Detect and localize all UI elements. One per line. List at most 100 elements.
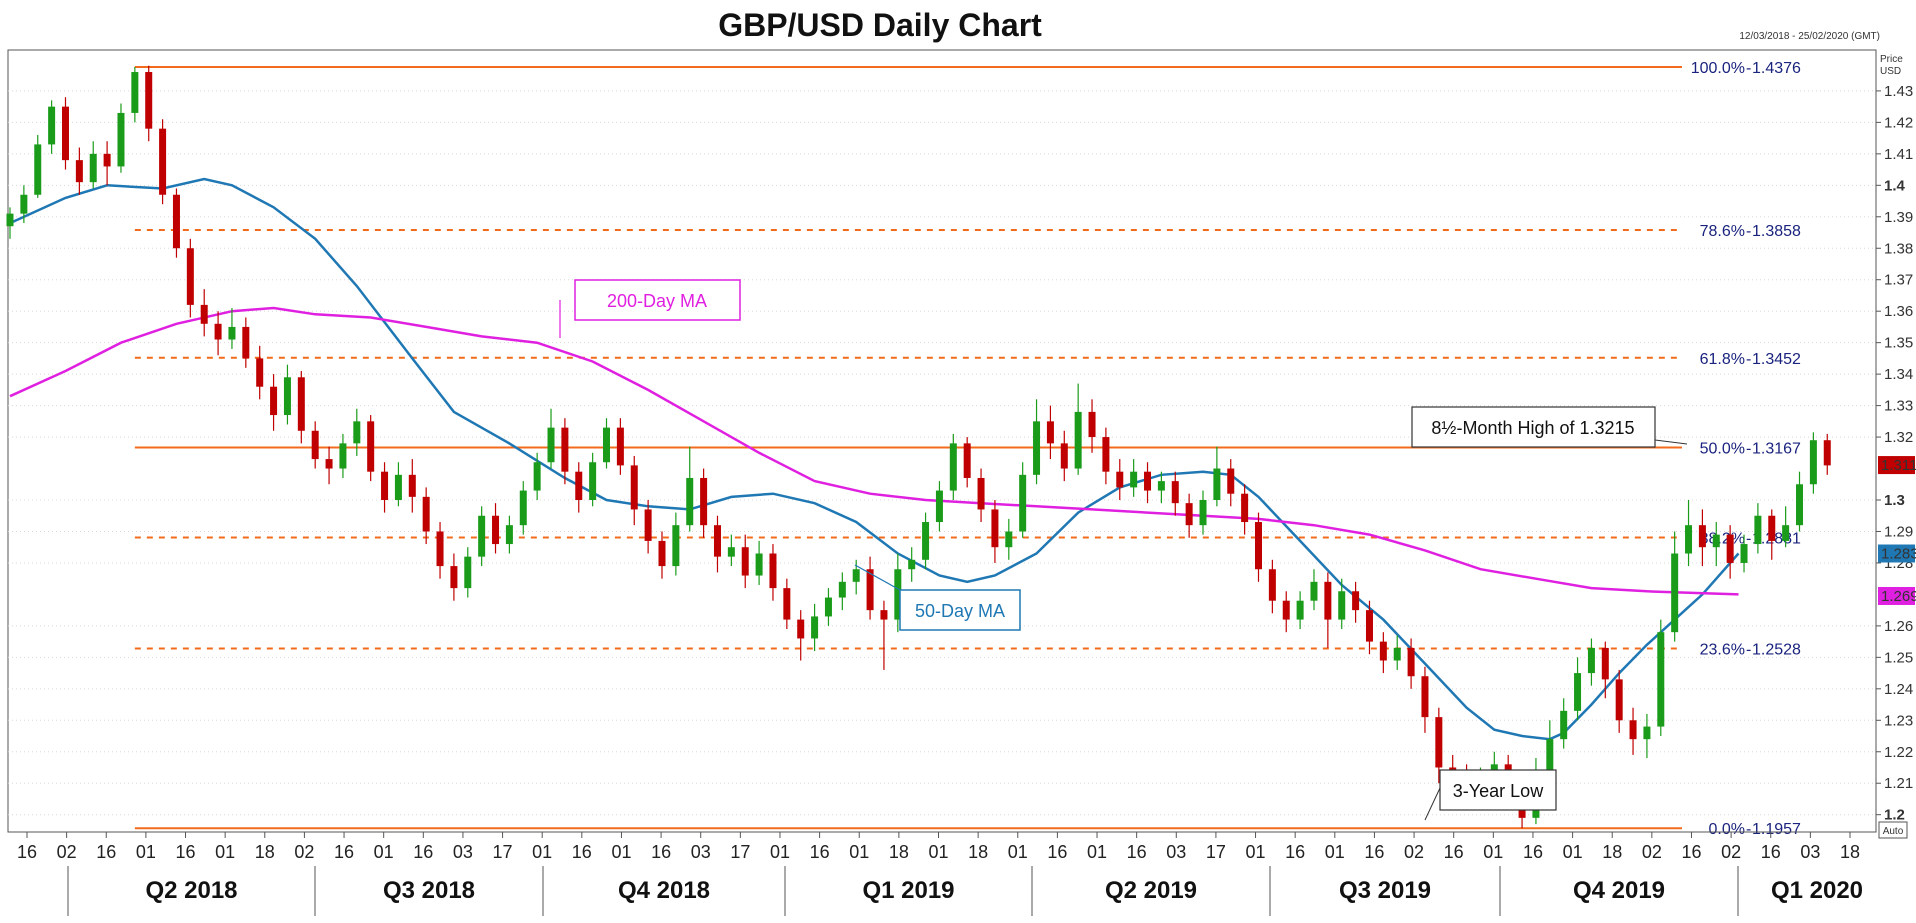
x-tick-label: 01 <box>849 842 869 862</box>
candle-up <box>1338 591 1346 620</box>
candle-up <box>1712 534 1720 548</box>
candle-up <box>34 144 42 195</box>
candle-up <box>852 569 860 582</box>
x-tick-label: 01 <box>1008 842 1028 862</box>
y-tick-label: 1.25 <box>1884 649 1913 666</box>
candle-down <box>145 72 153 129</box>
x-tick-label: 17 <box>730 842 750 862</box>
candle-down <box>75 160 83 183</box>
candle-up <box>894 569 902 620</box>
ma50-line <box>9 177 1740 741</box>
y-tick-label: 1.2 <box>1884 807 1905 824</box>
candle-up <box>935 490 943 523</box>
x-tick-label: 01 <box>611 842 631 862</box>
candle-up <box>1130 471 1138 488</box>
ma50-label: 50-Day MA <box>915 601 1005 621</box>
candle-down <box>977 477 985 510</box>
x-tick-label: 16 <box>1364 842 1384 862</box>
y-tick-label: 1.41 <box>1884 146 1913 163</box>
y-tick-label: 1.35 <box>1884 335 1913 352</box>
quarter-label: Q1 2019 <box>862 877 954 904</box>
x-tick-label: 16 <box>1681 842 1701 862</box>
y-tick-label: 1.37 <box>1884 272 1913 289</box>
candle-down <box>741 547 749 576</box>
fib-percent-label: 100.0% <box>1691 60 1745 77</box>
candle-up <box>922 522 930 560</box>
fib-value-label: 1.3452 <box>1752 351 1801 368</box>
candle-down <box>1241 493 1249 523</box>
candle-up <box>519 490 527 526</box>
fib-dash: - <box>1746 351 1751 368</box>
ma200-line <box>9 306 1739 596</box>
candle-down <box>1421 676 1429 718</box>
fib-value-label: 1.2528 <box>1752 642 1801 659</box>
candle-up <box>1754 515 1762 545</box>
high-label: 8½-Month High of 1.3215 <box>1431 418 1634 438</box>
y-tick-label: 1.24 <box>1884 681 1913 698</box>
candle-down <box>1282 600 1290 620</box>
candle-down <box>1407 647 1415 677</box>
y-tick-label: 1.39 <box>1884 209 1913 226</box>
fib-value-label: 1.3167 <box>1752 440 1801 457</box>
y-tick-label: 1.33 <box>1884 398 1913 415</box>
candle-down <box>616 427 624 466</box>
candle-down <box>1629 720 1637 740</box>
quarter-label: Q3 2018 <box>383 877 475 904</box>
candle-down <box>1144 471 1152 491</box>
x-tick-label: 02 <box>1721 842 1741 862</box>
low-label-box <box>1439 769 1557 811</box>
x-tick-label: 16 <box>1127 842 1147 862</box>
candle-down <box>1102 437 1110 472</box>
candle-up <box>1740 544 1748 563</box>
auto-scale-button[interactable] <box>1878 821 1908 839</box>
y-tick-label: 1.43 <box>1884 83 1913 100</box>
y-axis-caption-price: Price <box>1880 54 1903 65</box>
candle-up <box>1074 411 1082 469</box>
high-label-box <box>1411 406 1656 448</box>
x-tick-label: 16 <box>572 842 592 862</box>
candle-up <box>283 377 291 416</box>
candle-down <box>1324 581 1332 620</box>
x-tick-label: 03 <box>453 842 473 862</box>
fib-dash: - <box>1746 60 1751 77</box>
candle-down <box>1768 515 1776 541</box>
candle-up <box>505 525 513 545</box>
candle-up <box>727 547 735 557</box>
quarter-label: Q2 2019 <box>1105 877 1197 904</box>
candle-down <box>1088 411 1096 438</box>
candle-down <box>769 553 777 589</box>
candle-down <box>561 427 569 472</box>
candle-up <box>824 597 832 617</box>
candle-up <box>1213 468 1221 501</box>
fib-percent-label: 38.2% <box>1700 530 1745 547</box>
x-tick-label: 01 <box>1087 842 1107 862</box>
candle-down <box>103 153 111 167</box>
x-tick-label: 18 <box>968 842 988 862</box>
x-tick-label: 01 <box>1246 842 1266 862</box>
candle-up <box>478 515 486 557</box>
x-tick-label: 03 <box>691 842 711 862</box>
y-tick-label: 1.26 <box>1884 618 1913 635</box>
x-tick-label: 01 <box>1483 842 1503 862</box>
fib-dash: - <box>1746 440 1751 457</box>
fib-dash: - <box>1746 530 1751 547</box>
x-tick-label: 03 <box>1800 842 1820 862</box>
candle-up <box>1587 647 1595 674</box>
candle-down <box>61 106 69 161</box>
candle-up <box>1157 481 1165 491</box>
price-tag <box>1878 544 1915 563</box>
candle-down <box>436 531 444 567</box>
candle-up <box>589 462 597 501</box>
candle-up <box>755 553 763 576</box>
price-tag-label: 1.2695 <box>1881 588 1916 605</box>
x-tick-label: 16 <box>413 842 433 862</box>
candle-down <box>713 525 721 557</box>
fib-dash: - <box>1746 821 1751 838</box>
y-tick-label: 1.29 <box>1884 523 1913 540</box>
moving-averages <box>9 177 1740 741</box>
x-tick-label: 01 <box>532 842 552 862</box>
candle-down <box>408 474 416 497</box>
y-tick-label: 1.38 <box>1884 240 1913 257</box>
fib-percent-label: 23.6% <box>1700 642 1745 659</box>
candle-down <box>1116 471 1124 488</box>
